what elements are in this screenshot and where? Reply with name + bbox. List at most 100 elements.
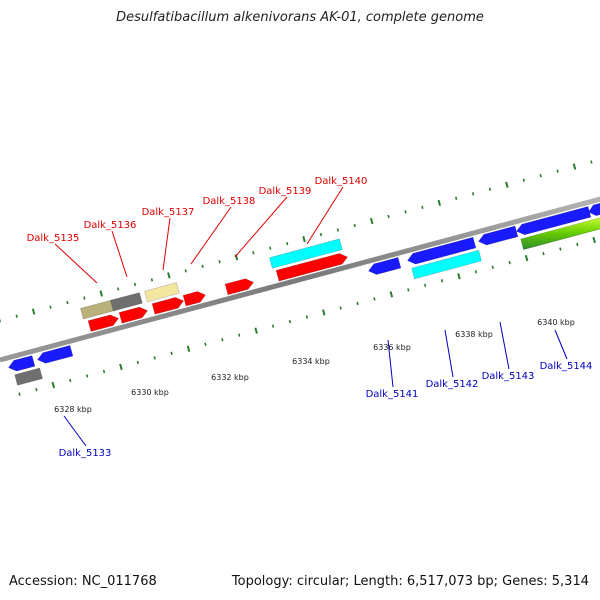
tick-mark <box>457 273 461 280</box>
tick-mark <box>590 160 593 164</box>
connector-forward <box>234 196 288 258</box>
gene-label-reverse: Dalk_5144 <box>540 361 593 372</box>
tick-label: 6338 kbp <box>455 330 493 339</box>
tick-mark <box>286 241 289 246</box>
tick-mark <box>254 327 258 334</box>
gene-label-forward: Dalk_5137 <box>142 207 195 218</box>
tick-mark <box>336 228 340 232</box>
tick-mark <box>488 187 492 191</box>
tick-mark <box>35 387 38 392</box>
gene-label-reverse: Dalk_5143 <box>482 371 535 382</box>
tick-mark <box>404 210 407 214</box>
tick-marks <box>0 160 596 396</box>
tick-label: 6334 kbp <box>292 357 330 366</box>
tick-mark <box>455 196 458 200</box>
tick-mark <box>437 199 442 207</box>
tick-mark <box>440 279 444 283</box>
connector-forward <box>111 230 128 278</box>
gene-label-forward: Dalk_5140 <box>315 176 368 187</box>
gene-label-forward: Dalk_5138 <box>203 196 256 207</box>
tick-mark <box>302 235 306 243</box>
tick-mark <box>66 300 69 305</box>
connector-reverse <box>63 415 87 447</box>
gene-dalk-5140 <box>275 253 348 282</box>
tick-mark <box>322 309 326 316</box>
tick-mark <box>271 324 275 328</box>
connector-forward <box>190 206 232 265</box>
tick-mark <box>116 287 120 291</box>
tick-mark <box>424 283 427 287</box>
tick-mark <box>252 251 255 255</box>
tick-mark <box>369 217 374 225</box>
tick-mark <box>556 169 559 173</box>
tick-mark <box>572 163 577 170</box>
tick-mark <box>373 297 376 301</box>
gene-dalk-5135 <box>87 314 119 332</box>
gene-dalk-5141 <box>368 257 402 275</box>
gene-label-reverse: Dalk_5141 <box>366 389 419 400</box>
tick-mark <box>471 192 475 196</box>
tick-mark <box>542 251 545 256</box>
tick-mark <box>83 296 86 300</box>
tick-mark <box>31 308 36 315</box>
tick-mark <box>407 288 410 292</box>
tick-mark <box>339 306 342 310</box>
tick-label: 6332 kbp <box>211 373 249 382</box>
gene-gray-left <box>14 367 43 386</box>
connector-forward <box>54 243 98 284</box>
tick-mark <box>167 272 171 279</box>
connector-forward <box>162 217 171 271</box>
tick-mark <box>85 374 89 378</box>
tick-mark <box>133 282 137 287</box>
tick-labels: 6328 kbp 6330 kbp 6332 kbp 6334 kbp 6336 kbp… <box>54 318 575 414</box>
genome-summary-text: Topology: circular; Length: 6,517,073 bp… <box>231 574 589 589</box>
connector-reverse <box>444 329 454 378</box>
tick-mark <box>539 174 542 178</box>
connector-reverse <box>387 339 394 388</box>
tick-mark <box>18 392 21 396</box>
tick-mark <box>186 345 191 352</box>
tick-mark <box>170 351 173 355</box>
tick-mark <box>389 291 394 298</box>
accession-text: Accession: NC_011768 <box>9 574 157 589</box>
gene-label-forward: Dalk_5136 <box>84 220 137 231</box>
gene-dalk-5136 <box>118 306 148 324</box>
gene-cream <box>144 282 180 303</box>
tick-mark <box>353 223 356 228</box>
gene-blue-left-2 <box>37 345 74 364</box>
gene-cyan-forward <box>269 238 343 269</box>
tick-mark <box>69 378 72 383</box>
tick-mark <box>99 290 103 297</box>
tick-mark <box>269 246 272 250</box>
gene-features <box>0 196 600 386</box>
tick-mark <box>15 314 18 318</box>
tick-mark <box>356 301 359 306</box>
tick-mark <box>319 232 323 237</box>
tick-mark <box>421 205 424 210</box>
gene-labels: Dalk_5135 Dalk_5136 Dalk_5137 Dalk_5138 Dalk… <box>27 176 593 459</box>
tick-mark <box>218 260 221 264</box>
tick-mark <box>204 342 207 346</box>
tick-mark <box>119 363 123 371</box>
gene-label-reverse: Dalk_5142 <box>426 379 479 390</box>
map-title: Desulfatibacillum alkenivorans AK-01, co… <box>116 10 484 25</box>
tick-label: 6330 kbp <box>131 388 169 397</box>
tick-mark <box>238 333 241 337</box>
tick-mark <box>150 278 154 282</box>
tick-mark <box>508 261 511 265</box>
gene-label-forward: Dalk_5135 <box>27 233 80 244</box>
tick-mark <box>387 214 390 219</box>
gene-dalk-5139 <box>224 278 254 296</box>
gene-dalk-5138 <box>182 291 206 307</box>
gene-dalk-5144 <box>516 206 592 236</box>
tick-mark <box>102 369 106 374</box>
tick-mark <box>474 270 478 274</box>
gene-dalk-5137 <box>151 297 184 315</box>
gene-dalk-5142 <box>407 236 477 265</box>
gene-dalk-5143 <box>478 225 519 246</box>
connector-reverse <box>554 329 568 360</box>
tick-mark <box>221 338 224 342</box>
tick-mark <box>491 265 494 269</box>
tick-mark <box>592 236 596 244</box>
